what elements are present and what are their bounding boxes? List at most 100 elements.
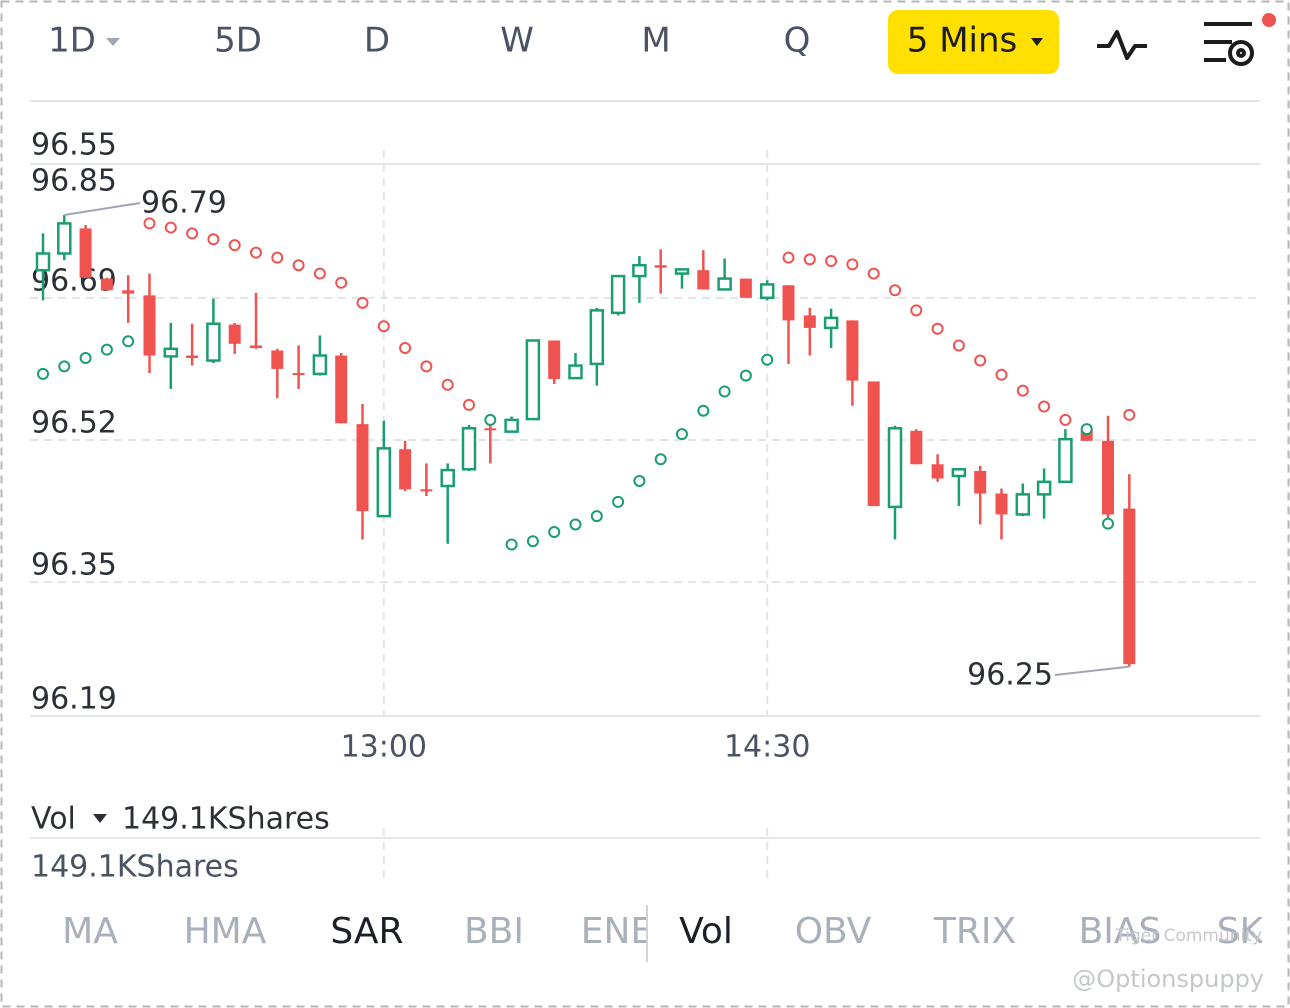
sar-dot bbox=[1123, 408, 1136, 421]
candle-body bbox=[1123, 508, 1136, 665]
candle-body bbox=[951, 468, 967, 478]
sar-dot bbox=[995, 368, 1008, 381]
sar-dot bbox=[633, 474, 646, 487]
candle-body bbox=[525, 339, 541, 421]
sar-dot bbox=[79, 352, 92, 365]
interval-button[interactable]: 5 Mins bbox=[907, 21, 1017, 61]
sar-dot bbox=[1080, 423, 1093, 436]
indicator-tab[interactable]: SAR bbox=[330, 911, 403, 952]
candle-body bbox=[1058, 437, 1073, 484]
candle-body bbox=[461, 427, 477, 471]
candle-body bbox=[610, 274, 626, 315]
sar-dot bbox=[1016, 384, 1029, 397]
sar-dot bbox=[526, 535, 539, 548]
candle-body bbox=[206, 322, 221, 362]
sar-dot bbox=[313, 267, 326, 280]
candle-body bbox=[974, 470, 987, 494]
volume-value: 149.1KShares bbox=[122, 802, 330, 837]
sar-dot bbox=[1102, 517, 1114, 530]
candle-body bbox=[674, 268, 690, 275]
period-tab[interactable]: W bbox=[500, 21, 534, 61]
indicator-tab[interactable]: TRIX bbox=[933, 911, 1016, 952]
sar-dot bbox=[739, 369, 752, 382]
high-leader bbox=[64, 202, 141, 217]
candle-body bbox=[292, 373, 305, 376]
sar-dot bbox=[697, 404, 710, 417]
sar-dot bbox=[164, 221, 177, 234]
indicator-tab[interactable]: HMA bbox=[184, 911, 267, 952]
indicator-tab[interactable]: OBV bbox=[795, 911, 872, 952]
candle-body bbox=[271, 350, 284, 369]
candle-body bbox=[57, 222, 72, 255]
sar-dot bbox=[37, 367, 49, 380]
volume-axis-label: 149.1KShares bbox=[31, 850, 239, 885]
candle-body bbox=[548, 340, 561, 379]
sar-dot bbox=[441, 378, 454, 391]
sar-dot bbox=[484, 413, 497, 426]
indicator-tab[interactable]: SK bbox=[1217, 911, 1265, 952]
period-tab[interactable]: 5D bbox=[214, 21, 262, 61]
y-tick-label: 96.85 bbox=[31, 164, 117, 199]
candle-body bbox=[122, 290, 135, 294]
indicator-tab[interactable]: BIAS bbox=[1079, 911, 1162, 952]
candle-body bbox=[100, 278, 113, 291]
sar-dot bbox=[569, 518, 582, 531]
sar-dot bbox=[356, 296, 369, 309]
sar-dot bbox=[612, 495, 625, 508]
sar-dot bbox=[782, 251, 795, 264]
low-label: 96.25 bbox=[967, 658, 1053, 693]
candle-body bbox=[312, 354, 328, 376]
sar-dot bbox=[1059, 413, 1072, 426]
settings-icon[interactable] bbox=[1204, 22, 1254, 66]
dropdown-arrow bbox=[93, 814, 107, 823]
candle-body bbox=[1036, 480, 1052, 496]
candle-body bbox=[79, 228, 92, 278]
low-leader bbox=[1054, 665, 1130, 676]
period-tab[interactable]: Q bbox=[784, 21, 811, 61]
volume-label: Vol bbox=[31, 802, 76, 837]
indicator-icon[interactable] bbox=[1097, 30, 1147, 60]
candle-body bbox=[803, 315, 816, 328]
sar-dot bbox=[846, 258, 859, 271]
sar-dot bbox=[825, 255, 838, 268]
sar-dot bbox=[548, 526, 561, 538]
candle-body bbox=[568, 364, 583, 380]
candle-body bbox=[1102, 440, 1114, 515]
indicator-tab[interactable]: Vol bbox=[679, 911, 733, 952]
candle-body bbox=[632, 263, 647, 278]
candle-body bbox=[782, 285, 795, 321]
dropdown-arrow bbox=[106, 38, 120, 46]
candle-body bbox=[420, 489, 433, 492]
sar-dot bbox=[143, 217, 156, 230]
indicator-tab[interactable]: BBI bbox=[464, 911, 524, 952]
interval-highlight[interactable] bbox=[888, 10, 1059, 74]
sar-dot bbox=[974, 354, 987, 367]
candle-body bbox=[250, 345, 262, 348]
candle-body bbox=[717, 277, 732, 291]
candle-body bbox=[376, 447, 392, 518]
x-tick-label: 14:30 bbox=[724, 730, 810, 765]
period-tab[interactable]: D bbox=[364, 21, 390, 61]
sar-dot bbox=[420, 360, 433, 373]
y-tick-label: 96.35 bbox=[31, 548, 117, 583]
period-tab[interactable]: 1D bbox=[48, 21, 96, 61]
candle-body bbox=[867, 381, 880, 507]
candle-body bbox=[759, 283, 775, 300]
candle-body bbox=[440, 468, 455, 488]
indicator-tab[interactable]: MA bbox=[62, 911, 118, 952]
sar-dot bbox=[952, 339, 965, 352]
watermark: Tiger Community bbox=[1114, 926, 1262, 946]
sar-dot bbox=[505, 538, 518, 551]
x-tick-label: 13:00 bbox=[341, 730, 427, 765]
sar-dot bbox=[889, 284, 901, 297]
sar-dot bbox=[761, 353, 774, 366]
indicator-tab[interactable]: ENE bbox=[581, 911, 653, 952]
sar-dot bbox=[676, 428, 688, 441]
indicator-tabs: MA HMA SAR BBI ENE Vol OBV TRIX BIAS SK bbox=[62, 911, 1265, 952]
candle-body bbox=[739, 278, 752, 298]
period-tab[interactable]: M bbox=[641, 21, 670, 61]
sar-dot bbox=[910, 304, 923, 317]
y-tick-label: 96.19 bbox=[31, 682, 117, 717]
